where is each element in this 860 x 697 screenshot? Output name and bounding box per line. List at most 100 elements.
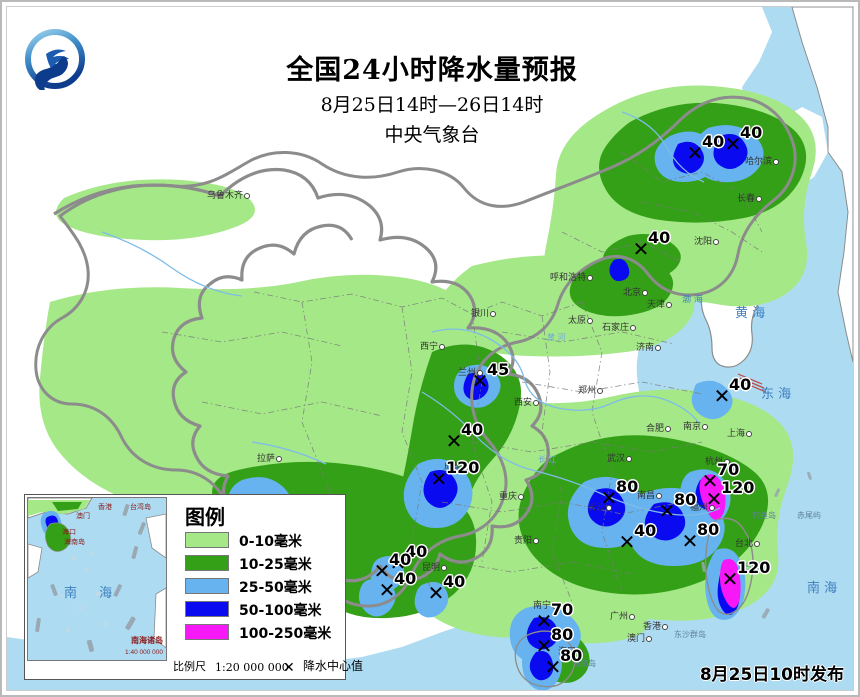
river-label: 长 江: [538, 455, 557, 464]
city-label: 武汉: [607, 451, 633, 464]
city-dot-icon: [577, 648, 584, 655]
issuing-agency: 中央气象台: [384, 124, 480, 146]
forecast-period: 8月25日14时—26日14时: [320, 94, 544, 116]
city-label: 上海: [727, 426, 753, 439]
inset-place-label: 澳门: [76, 512, 90, 520]
precip-center-value: 40: [729, 375, 752, 394]
city-dot-icon: [629, 613, 636, 620]
city-label: 长沙: [587, 500, 613, 513]
scale-label: 比例尺: [173, 660, 206, 673]
city-label: 杭州: [705, 454, 731, 467]
legend-label: 100-250毫米: [239, 626, 332, 642]
precip-center-x-icon: ✕: [658, 501, 676, 523]
precip-center-value: 40: [702, 132, 725, 151]
city-dot-icon: [656, 492, 663, 499]
precip-center-x-icon: ✕: [430, 469, 448, 491]
city-dot-icon: [276, 455, 283, 462]
legend-swatch: [185, 624, 229, 640]
japan-ryukyu: [791, 7, 853, 363]
city-label: 兰州: [458, 365, 484, 378]
city-dot-icon: [552, 602, 559, 609]
city-dot-icon: [626, 455, 633, 462]
precip-center-x-icon: ✕: [724, 134, 742, 156]
city-label: 北京: [623, 285, 649, 298]
precip-center-x-icon: ✕: [544, 657, 562, 679]
precip-center-value: 70: [717, 460, 740, 479]
city-dot-icon: [630, 324, 637, 331]
legend-title: 图例: [185, 505, 225, 529]
city-dot-icon: [773, 158, 780, 165]
city-label: 银川: [471, 306, 497, 319]
city-dot-icon: [463, 463, 470, 470]
inset-place-label: 香港: [98, 503, 112, 511]
precip-center-value: 80: [560, 646, 583, 665]
south-china-sea-inset: 南 海 香港 台湾岛 澳门 海口 海南岛 南海诸岛 1:40 000 000: [27, 497, 167, 661]
inset-place-label: 台湾岛: [130, 503, 151, 511]
sea-label: 黄 海: [735, 306, 766, 321]
city-dot-icon: [713, 238, 720, 245]
precip-center-x-icon: ✕: [705, 489, 723, 511]
sea-label: 东 海: [761, 387, 792, 402]
legend-label: 25-50毫米: [239, 580, 312, 596]
inset-place-label: 海口: [62, 528, 76, 536]
sea-label: 渤 海: [682, 295, 703, 305]
city-dot-icon: [606, 504, 613, 511]
city-dot-icon: [587, 274, 594, 281]
legend-label: 0-10毫米: [239, 534, 303, 550]
precip-center-value: 40: [405, 542, 428, 561]
city-label: 重庆: [499, 489, 525, 502]
precip-center-value: 120: [446, 458, 480, 477]
city-label: 南京: [683, 419, 709, 432]
precip-center-value: 80: [674, 490, 697, 509]
inset-scale: 1:40 000 000: [125, 649, 163, 656]
city-label: 济南: [636, 340, 662, 353]
precip-center-value: 80: [616, 477, 639, 496]
inset-sea-label: 南 海: [64, 586, 122, 601]
legend-label: 10-25毫米: [239, 557, 312, 573]
city-label: 长春: [737, 191, 763, 204]
rivers: [101, 111, 721, 516]
city-dot-icon: [587, 317, 594, 324]
precip-center-x-icon: ✕: [378, 580, 396, 602]
city-label: 澳门: [627, 631, 653, 644]
city-label: 成都: [444, 459, 470, 472]
precip-center-value: 80: [697, 520, 720, 539]
city-dot-icon: [746, 430, 753, 437]
city-dot-icon: [655, 344, 662, 351]
city-label: 西宁: [420, 339, 446, 352]
precip-center-x-icon: ✕: [632, 239, 650, 261]
precip-center-x-icon: ✕: [471, 371, 489, 393]
city-label: 石家庄: [602, 320, 637, 333]
precip-center-value: 40: [394, 569, 417, 588]
china-national-border: [53, 167, 550, 583]
precip-center-value: 40: [634, 521, 657, 540]
legend-swatch: [185, 532, 229, 548]
coastal-hatch: [737, 373, 767, 393]
precip-center-x-icon: ✕: [686, 143, 704, 165]
precip-center-value: 40: [389, 550, 412, 569]
scale-value: 1:20 000 000: [215, 661, 289, 674]
city-label: 福州: [690, 500, 716, 513]
city-dot-icon: [441, 564, 448, 571]
city-dot-icon: [439, 343, 446, 350]
precip-center-value: 40: [648, 228, 671, 247]
city-label: 呼和浩特: [550, 270, 594, 283]
city-label: 香港: [643, 619, 669, 632]
city-dot-icon: [646, 635, 653, 642]
island-label: 赤尾屿: [797, 511, 821, 520]
sea-islets: [701, 471, 812, 619]
precip-center-value: 120: [721, 478, 755, 497]
legend-panel: 南 海 香港 台湾岛 澳门 海口 海南岛 南海诸岛 1:40 000 000 图例 0-…: [24, 494, 363, 680]
city-dot-icon: [665, 425, 672, 432]
issue-time-stamp: 8月25日10时发布: [699, 665, 844, 685]
island-label: 东沙群岛: [674, 630, 706, 639]
city-label: 西安: [514, 395, 540, 408]
city-label: 乌鲁木齐: [207, 188, 251, 201]
precip-center-x-icon: ✕: [681, 531, 699, 553]
city-dot-icon: [709, 504, 716, 511]
river-label: 黄 河: [547, 333, 566, 342]
sea-label: 南 海: [807, 581, 838, 596]
precip-center-value: 80: [551, 625, 574, 644]
city-dot-icon: [666, 301, 673, 308]
